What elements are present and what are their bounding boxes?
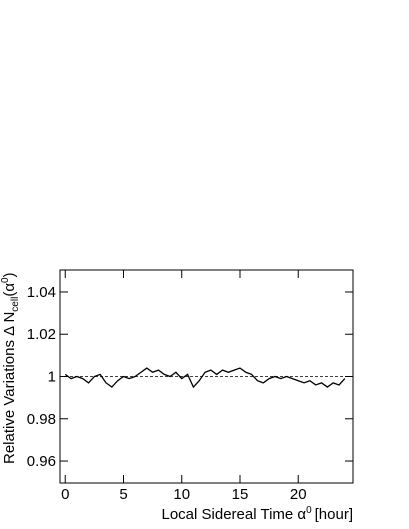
x-label-sup: 0 xyxy=(306,505,312,516)
x-tick-label: 20 xyxy=(290,486,307,503)
x-label-main: Local Sidereal Time α xyxy=(162,506,307,523)
x-tick-label: 0 xyxy=(61,486,69,503)
y-tick-label: 0.98 xyxy=(27,411,56,428)
y-tick-label: 1.04 xyxy=(27,284,56,301)
y-label-close: ) xyxy=(1,272,18,277)
y-tick-label: 0.96 xyxy=(27,453,56,470)
data-line xyxy=(64,367,346,389)
x-tick-label: 5 xyxy=(119,486,127,503)
y-tick-label: 1 xyxy=(48,369,56,386)
y-label-sub: cell xyxy=(10,297,21,312)
y-label-open: (α xyxy=(1,283,18,297)
y-label-sup: 0 xyxy=(0,277,11,283)
y-axis-label: Relative Variations Δ Ncell(α0) xyxy=(0,272,21,464)
x-axis-label: Local Sidereal Time α0 [hour] xyxy=(162,505,354,523)
x-label-unit: [hour] xyxy=(315,506,353,523)
x-tick-label: 15 xyxy=(232,486,249,503)
y-label-main: Relative Variations Δ N xyxy=(1,312,18,464)
x-tick-label: 10 xyxy=(173,486,190,503)
y-tick-label: 1.02 xyxy=(27,326,56,343)
